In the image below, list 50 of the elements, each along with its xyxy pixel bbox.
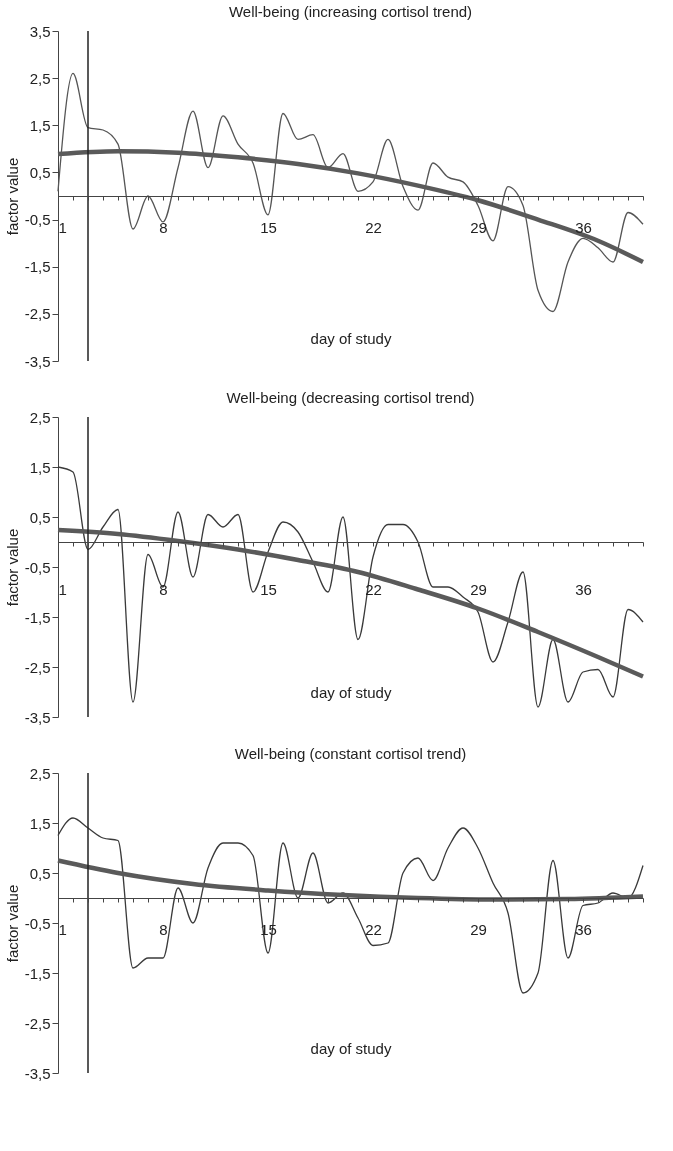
x-tick-label: 1 — [58, 580, 67, 598]
x-tick-label: 22 — [365, 920, 382, 938]
y-tick-label: 2,5 — [29, 69, 51, 87]
x-tick-label: 29 — [470, 920, 487, 938]
x-tick-label: 8 — [159, 218, 168, 236]
y-tick-label: 0,5 — [29, 508, 51, 526]
y-tick-label: -3,5 — [24, 352, 51, 370]
y-axis-title: factor value — [3, 884, 21, 963]
y-tick-label: 0,5 — [29, 163, 51, 181]
x-tick-label: 1 — [58, 920, 67, 938]
x-tick-label: 15 — [260, 218, 277, 236]
y-tick-label: -3,5 — [24, 1064, 51, 1082]
y-tick-label: 1,5 — [29, 814, 51, 832]
x-tick-label: 1 — [58, 218, 67, 236]
x-tick-label: 15 — [260, 580, 277, 598]
y-tick-label: -2,5 — [24, 1014, 51, 1032]
y-tick-label: 0,5 — [29, 864, 51, 882]
chart-title: Well-being (increasing cortisol trend) — [228, 3, 473, 20]
x-axis-title: day of study — [310, 1040, 392, 1057]
y-tick-label: -1,5 — [24, 964, 51, 982]
chart-title: Well-being (constant cortisol trend) — [234, 745, 467, 762]
y-axis-title: factor value — [3, 528, 21, 607]
y-tick-label: 3,5 — [29, 22, 51, 40]
y-tick-label: 2,5 — [29, 408, 51, 426]
x-axis-title: day of study — [310, 684, 392, 701]
y-tick-label: -2,5 — [24, 658, 51, 676]
y-tick-label: -3,5 — [24, 708, 51, 726]
x-tick-label: 36 — [575, 218, 592, 236]
y-axis-title: factor value — [3, 157, 21, 236]
y-tick-label: -1,5 — [24, 608, 51, 626]
y-tick-label: 1,5 — [29, 458, 51, 476]
x-tick-label: 22 — [365, 218, 382, 236]
line-series — [55, 858, 646, 902]
y-tick-label: 1,5 — [29, 116, 51, 134]
x-tick-label: 29 — [470, 580, 487, 598]
line-series — [55, 527, 646, 679]
y-tick-label: -0,5 — [24, 914, 51, 932]
chart-title: Well-being (decreasing cortisol trend) — [226, 389, 475, 406]
y-tick-label: -1,5 — [24, 258, 51, 276]
y-tick-label: 2,5 — [29, 764, 51, 782]
y-tick-label: -0,5 — [24, 211, 51, 229]
x-tick-label: 8 — [159, 920, 168, 938]
x-tick-label: 36 — [575, 580, 592, 598]
x-tick-label: 29 — [470, 218, 487, 236]
x-axis-title: day of study — [310, 329, 392, 347]
y-tick-label: -0,5 — [24, 558, 51, 576]
y-tick-label: -2,5 — [24, 305, 51, 323]
x-tick-label: 36 — [575, 920, 592, 938]
line-series — [57, 72, 644, 313]
x-tick-label: 8 — [159, 580, 168, 598]
